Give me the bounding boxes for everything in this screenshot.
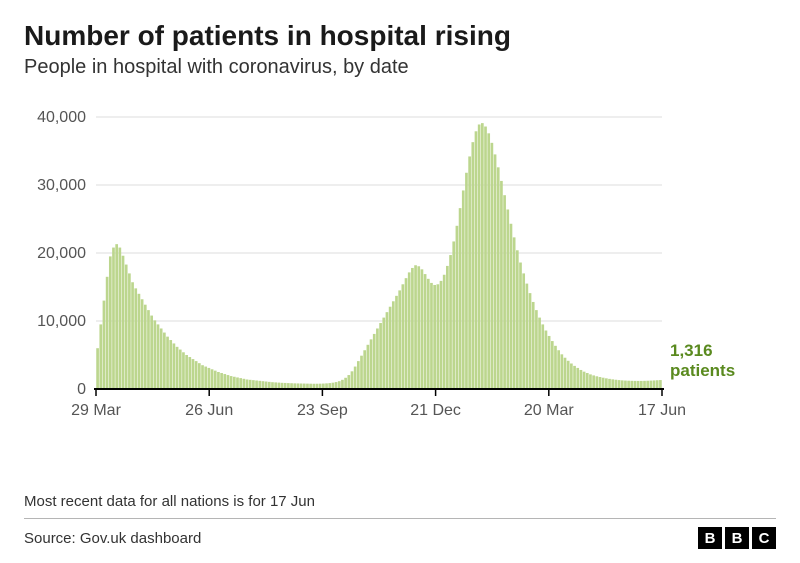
annotation-value: 1,316	[670, 341, 735, 361]
svg-text:20 Mar: 20 Mar	[524, 402, 574, 419]
chart-area: 0 10,000 20,000 30,000 40,000 29 Mar 26 Jun 23 …	[24, 107, 776, 437]
svg-text:20,000: 20,000	[37, 245, 86, 262]
bbc-logo-b2: B	[725, 527, 749, 549]
svg-text:17 Jun: 17 Jun	[638, 402, 686, 419]
bbc-logo: B B C	[698, 527, 776, 549]
footer-note: Most recent data for all nations is for …	[24, 493, 776, 510]
footer-source: Source: Gov.uk dashboard	[24, 530, 201, 547]
svg-text:0: 0	[77, 381, 86, 398]
svg-text:40,000: 40,000	[37, 109, 86, 126]
chart-footer: Most recent data for all nations is for …	[24, 493, 776, 549]
footer-divider	[24, 518, 776, 519]
latest-value-annotation: 1,316 patients	[670, 341, 735, 380]
bbc-logo-b1: B	[698, 527, 722, 549]
svg-text:21 Dec: 21 Dec	[410, 402, 461, 419]
svg-text:10,000: 10,000	[37, 313, 86, 330]
annotation-unit: patients	[670, 361, 735, 381]
svg-text:23 Sep: 23 Sep	[297, 402, 348, 419]
bbc-logo-c: C	[752, 527, 776, 549]
hospital-bar-chart: 0 10,000 20,000 30,000 40,000 29 Mar 26 Jun 23 …	[24, 107, 776, 437]
svg-text:26 Jun: 26 Jun	[185, 402, 233, 419]
chart-title: Number of patients in hospital rising	[24, 20, 776, 52]
chart-subtitle: People in hospital with coronavirus, by …	[24, 56, 776, 79]
svg-text:30,000: 30,000	[37, 177, 86, 194]
svg-text:29 Mar: 29 Mar	[71, 402, 121, 419]
